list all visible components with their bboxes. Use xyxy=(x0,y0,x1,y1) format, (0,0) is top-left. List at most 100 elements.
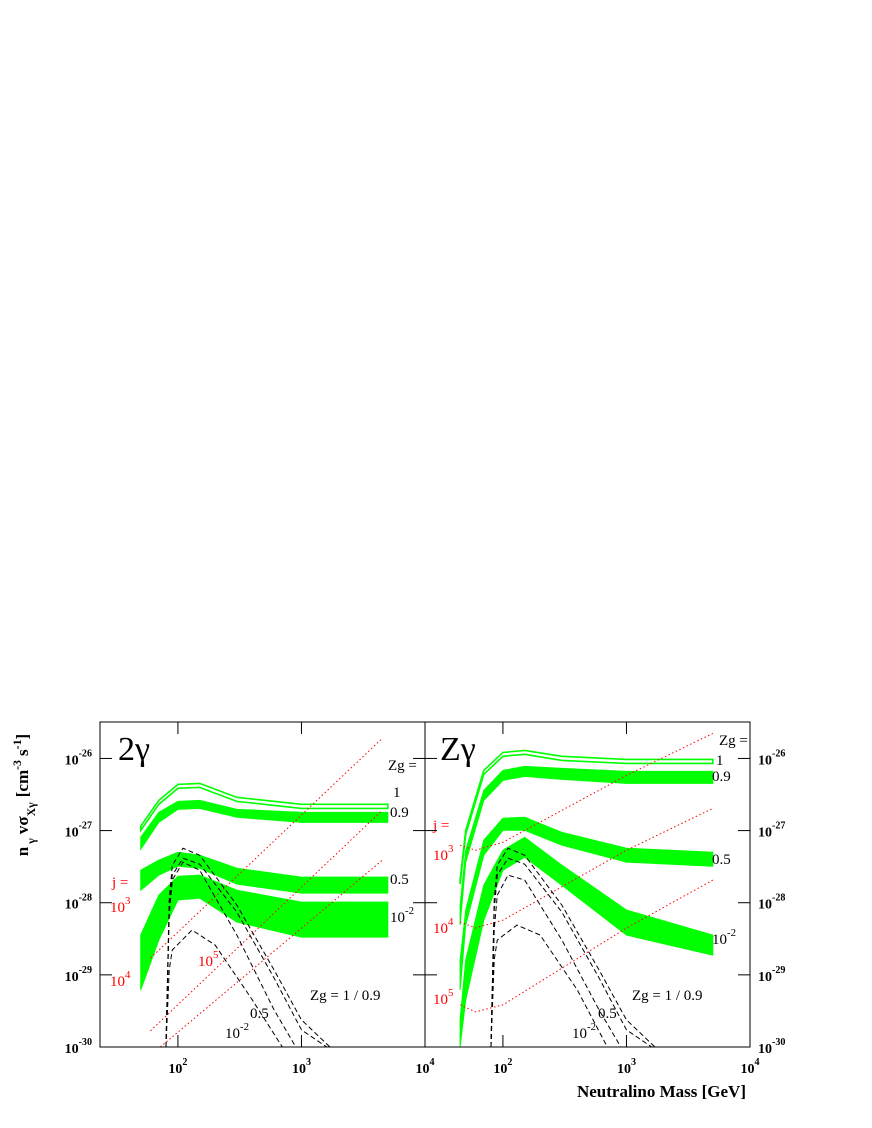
j-label: 105 xyxy=(433,987,453,1008)
band-label: 1 xyxy=(716,753,724,769)
y-tick-label-sup: -28 xyxy=(772,893,785,904)
x-tick-label: 104 xyxy=(740,1057,759,1077)
curve xyxy=(490,857,652,1047)
j-label-base: 10 xyxy=(433,992,448,1008)
j-label: 103 xyxy=(110,895,130,916)
y-tick-label-sup: -26 xyxy=(772,748,785,759)
curve-label: 0.5 xyxy=(598,1006,617,1022)
y-tick-label: 10-26 xyxy=(758,748,785,768)
y-axis-title-part: s xyxy=(13,749,32,756)
y-tick-label: 10-27 xyxy=(65,821,92,841)
x-tick-label-sup: 3 xyxy=(631,1057,636,1068)
band-label-base: 1 xyxy=(716,753,724,769)
y-tick-label-base: 10 xyxy=(758,970,772,985)
curve xyxy=(490,874,622,1047)
band-label: 0.9 xyxy=(390,805,409,821)
plot-area xyxy=(139,738,389,1047)
curve-label: Zg = 1 / 0.9 xyxy=(632,988,703,1004)
curve-label-base: 10 xyxy=(572,1026,587,1042)
j-label: 104 xyxy=(110,969,131,990)
y-axis-title-part: [cm xyxy=(13,770,32,797)
x-tick-label-sup: 4 xyxy=(429,1057,434,1068)
band xyxy=(459,765,714,926)
band-heading: Zg = xyxy=(388,758,417,774)
y-tick-label-sup: -27 xyxy=(79,821,92,832)
j-label-base: 10 xyxy=(110,974,125,990)
y-axis-title-part: -3 xyxy=(10,760,24,770)
curve-label-sup: -2 xyxy=(587,1021,596,1033)
band-label-sup: -2 xyxy=(727,927,736,939)
y-axis-title: nγ vσXγ [cm-3 s-1] xyxy=(10,734,38,856)
curve-label-base: Zg = 1 / 0.9 xyxy=(310,988,381,1004)
y-tick-label-sup: -27 xyxy=(772,821,785,832)
j-line xyxy=(150,809,383,1032)
j-line xyxy=(459,807,714,929)
band-label: 10-2 xyxy=(390,905,414,926)
j-label: 103 xyxy=(433,843,453,864)
band-label-base: 0.9 xyxy=(390,805,409,821)
x-tick-label: 102 xyxy=(493,1057,512,1077)
band-label: 0.5 xyxy=(390,872,409,888)
band-label: 1 xyxy=(393,785,401,801)
x-tick-label-sup: 3 xyxy=(306,1057,311,1068)
j-line xyxy=(459,879,714,1013)
band-label-base: 0.9 xyxy=(712,769,731,785)
j-label-base: 10 xyxy=(198,954,213,970)
band xyxy=(459,836,714,1047)
y-tick-label-sup: -30 xyxy=(79,1037,92,1048)
y-axis-title-part: ] xyxy=(13,734,32,740)
y-tick-label: 10-29 xyxy=(758,965,785,985)
x-tick-label-base: 10 xyxy=(415,1062,429,1077)
plot-frame xyxy=(424,721,751,1048)
band xyxy=(459,749,714,885)
curve-label: 10-2 xyxy=(225,1021,249,1042)
y-tick-label-base: 10 xyxy=(65,898,79,913)
x-tick-label-base: 10 xyxy=(493,1062,507,1077)
j-label-base: 10 xyxy=(110,900,125,916)
j-label-sup: 4 xyxy=(125,969,131,981)
curve xyxy=(490,847,656,1047)
j-label-sup: 3 xyxy=(448,843,453,855)
j-label-sup: 5 xyxy=(213,949,218,961)
curve-label-sup: -2 xyxy=(240,1021,249,1033)
x-tick-label-base: 10 xyxy=(292,1062,306,1077)
y-tick-label-sup: -29 xyxy=(79,965,92,976)
band-label: 0.5 xyxy=(712,852,731,868)
j-line xyxy=(459,733,714,851)
x-tick-label: 103 xyxy=(617,1057,636,1077)
band-label-base: 0.5 xyxy=(712,852,731,868)
curve-label: Zg = 1 / 0.9 xyxy=(310,988,381,1004)
band-heading: Zg = xyxy=(719,733,748,749)
panel-title: Zγ xyxy=(440,731,476,768)
j-label-base: 10 xyxy=(433,921,448,937)
curve xyxy=(165,929,283,1047)
y-tick-label-base: 10 xyxy=(758,826,772,841)
y-tick-label: 10-30 xyxy=(758,1037,785,1057)
y-tick-label-base: 10 xyxy=(65,753,79,768)
j-heading: j = xyxy=(111,875,128,891)
y-tick-label-base: 10 xyxy=(65,970,79,985)
band xyxy=(140,851,389,894)
y-axis-title-part: n xyxy=(13,846,32,856)
curve-label-base: Zg = 1 / 0.9 xyxy=(632,988,703,1004)
y-axis-title-part: vσ xyxy=(13,816,32,835)
y-axis-title-part: γ xyxy=(24,838,38,845)
y-tick-label: 10-30 xyxy=(65,1037,92,1057)
x-tick-label-base: 10 xyxy=(617,1062,631,1077)
x-tick-label-base: 10 xyxy=(740,1062,754,1077)
j-label-sup: 3 xyxy=(125,895,130,907)
x-tick-label-sup: 2 xyxy=(182,1057,187,1068)
plot-area xyxy=(459,733,714,1047)
curve-label: 10-2 xyxy=(572,1021,596,1042)
y-axis-title-part: -1 xyxy=(10,739,24,749)
j-label: 105 xyxy=(198,949,218,970)
j-line xyxy=(159,859,383,1047)
y-tick-label-sup: -28 xyxy=(79,893,92,904)
band-label-base: 1 xyxy=(393,785,401,801)
y-tick-label-base: 10 xyxy=(758,753,772,768)
y-tick-label: 10-26 xyxy=(65,748,92,768)
band-label-base: 0.5 xyxy=(390,872,409,888)
y-tick-label: 10-28 xyxy=(65,893,92,913)
curve xyxy=(165,847,331,1047)
j-label-sup: 5 xyxy=(448,987,453,999)
